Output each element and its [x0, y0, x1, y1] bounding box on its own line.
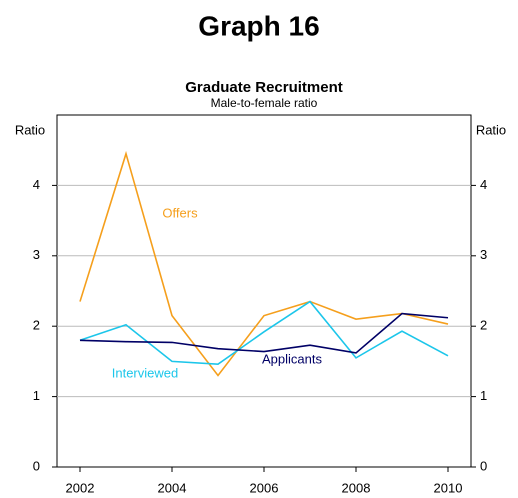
x-tick-label: 2002: [66, 480, 95, 495]
y-axis-label: Ratio: [15, 122, 45, 137]
series-line: [79, 150, 449, 377]
series-label: Offers: [162, 205, 198, 220]
y2-axis-label: Ratio: [476, 122, 506, 137]
series-label: Interviewed: [112, 365, 178, 380]
chart-title: Graduate Recruitment: [185, 79, 343, 96]
y2-tick-label: 3: [480, 247, 487, 262]
series-line: [79, 312, 449, 354]
page-title: Graph 16: [198, 10, 319, 41]
x-tick-label: 2010: [434, 480, 463, 495]
y2-tick-label: 4: [480, 177, 487, 192]
x-tick-label: 2004: [158, 480, 187, 495]
plot-frame: [56, 114, 472, 468]
x-tick-label: 2008: [342, 480, 371, 495]
y-tick-label: 3: [33, 247, 40, 262]
y2-tick-label: 0: [480, 458, 487, 473]
series-line: [79, 300, 449, 366]
y-tick-label: 1: [33, 388, 40, 403]
chart-subtitle: Male-to-female ratio: [211, 96, 318, 110]
series-label: Applicants: [262, 351, 322, 366]
y-tick-label: 0: [33, 458, 40, 473]
y2-tick-label: 1: [480, 388, 487, 403]
y-tick-label: 2: [33, 318, 40, 333]
y2-tick-label: 2: [480, 318, 487, 333]
y-tick-label: 4: [33, 177, 40, 192]
x-tick-label: 2006: [250, 480, 279, 495]
